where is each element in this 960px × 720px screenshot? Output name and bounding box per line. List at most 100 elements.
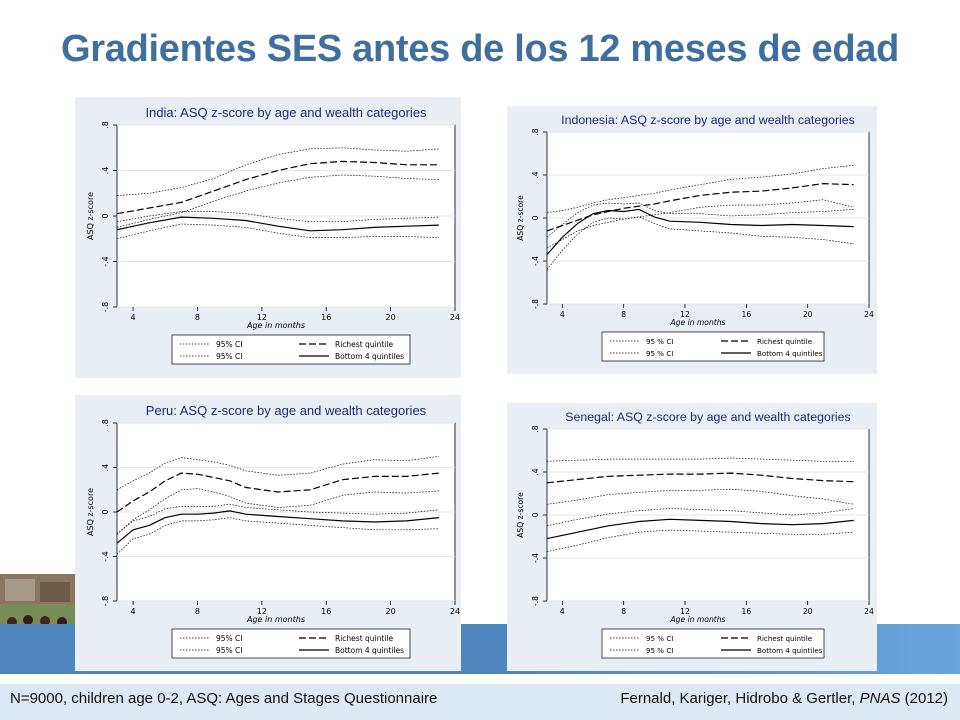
footer-bar: [0, 684, 960, 720]
series-line-95-ci-2: [116, 174, 439, 228]
y-tick-label: 0: [531, 512, 540, 517]
legend-label: 95% CI: [216, 340, 243, 349]
series-line-95-ci-4: [116, 211, 439, 223]
y-tick-label: .8: [101, 121, 110, 129]
series-line-95-ci-1: [116, 147, 439, 196]
legend-label: 95% CI: [216, 646, 243, 655]
x-axis-label: Age in months: [669, 318, 725, 327]
series-line-richest-quintile-0: [116, 160, 439, 215]
x-tick-label: 20: [803, 607, 813, 616]
chart-indonesia: Indonesia: ASQ z-score by age and wealth…: [516, 113, 874, 362]
x-tick-label: 16: [321, 313, 331, 322]
legend-label: Richest quintile: [335, 340, 393, 349]
x-tick-label: 12: [257, 313, 267, 322]
series-line-95-ci-5: [546, 529, 854, 552]
legend-label: Richest quintile: [335, 634, 393, 643]
x-tick-label: 8: [195, 313, 200, 322]
x-tick-label: 20: [386, 313, 396, 322]
chart-title: Senegal: ASQ z-score by age and wealth c…: [565, 410, 850, 424]
chart-panel-senegal: Senegal: ASQ z-score by age and wealth c…: [507, 403, 877, 671]
citation-journal: PNAS: [859, 690, 901, 707]
x-axis-label: Age in months: [246, 321, 305, 330]
x-tick-label: 24: [450, 313, 460, 322]
legend-label: Bottom 4 quintiles: [757, 646, 823, 655]
legend-label: 95% CI: [216, 352, 243, 361]
legend-label: 95% CI: [216, 634, 243, 643]
x-tick-label: 12: [680, 607, 690, 616]
series-line-95-ci-5: [116, 223, 439, 240]
x-tick-label: 12: [257, 607, 267, 616]
series-line-95-ci-4: [546, 508, 854, 527]
series-line-bottom-4-quintiles-3: [546, 518, 854, 540]
legend-box: [171, 628, 411, 659]
series-line-richest-quintile-0: [546, 472, 854, 484]
chart-panel-indonesia: Indonesia: ASQ z-score by age and wealth…: [507, 106, 877, 374]
chart-peru: Peru: ASQ z-score by age and wealth cate…: [86, 403, 460, 659]
x-tick-label: 8: [621, 607, 626, 616]
series-line-95-ci-1: [116, 456, 439, 491]
series-line-95-ci-4: [116, 503, 439, 535]
x-tick-label: 4: [131, 607, 136, 616]
series-line-richest-quintile-0: [546, 182, 854, 232]
series-line-bottom-4-quintiles-3: [116, 510, 439, 544]
x-tick-label: 24: [450, 607, 460, 616]
x-tick-label: 20: [803, 310, 813, 319]
chart-india: India: ASQ z-score by age and wealth cat…: [86, 105, 460, 365]
x-tick-label: 4: [131, 313, 136, 322]
legend-label: Richest quintile: [757, 634, 812, 643]
y-tick-label: .4: [101, 464, 110, 472]
series-line-95-ci-4: [546, 202, 854, 238]
legend-label: Bottom 4 quintiles: [335, 646, 404, 655]
citation-authors: Fernald, Kariger, Hidrobo & Gertler,: [620, 690, 860, 707]
y-tick-label: -.8: [531, 299, 540, 309]
chart-senegal: Senegal: ASQ z-score by age and wealth c…: [516, 410, 874, 659]
series-line-95-ci-2: [116, 488, 439, 535]
x-tick-label: 24: [864, 310, 874, 319]
y-axis-label: ASQ z-score: [516, 492, 525, 538]
x-axis-label: Age in months: [669, 615, 725, 624]
series-line-bottom-4-quintiles-3: [546, 208, 854, 255]
legend-label: 95 % CI: [646, 349, 673, 358]
x-axis-label: Age in months: [246, 615, 305, 624]
legend-box: [171, 334, 411, 365]
legend-label: 95 % CI: [646, 646, 673, 655]
y-axis-label: ASQ z-score: [86, 192, 95, 240]
legend-label: 95 % CI: [646, 337, 673, 346]
y-axis-label: ASQ z-score: [516, 195, 525, 241]
y-tick-label: 0: [531, 215, 540, 220]
chart-panel-india: India: ASQ z-score by age and wealth cat…: [75, 97, 461, 378]
y-tick-label: -.4: [531, 256, 540, 266]
x-tick-label: 16: [741, 310, 751, 319]
x-tick-label: 8: [621, 310, 626, 319]
series-line-95-ci-1: [546, 457, 854, 462]
x-tick-label: 16: [741, 607, 751, 616]
y-tick-label: 0: [101, 509, 110, 514]
x-tick-label: 24: [864, 607, 874, 616]
series-line-95-ci-5: [116, 517, 439, 555]
y-tick-label: -.8: [101, 302, 110, 313]
slide-title: Gradientes SES antes de los 12 meses de …: [61, 28, 899, 70]
x-tick-label: 8: [195, 607, 200, 616]
footer-sample-note: N=9000, children age 0-2, ASQ: Ages and …: [10, 690, 438, 707]
x-tick-label: 16: [321, 607, 331, 616]
x-tick-label: 4: [560, 607, 565, 616]
y-tick-label: -.4: [101, 256, 110, 267]
y-tick-label: .4: [531, 468, 540, 475]
legend-label: Richest quintile: [757, 337, 812, 346]
y-tick-label: .8: [531, 128, 540, 135]
series-line-bottom-4-quintiles-3: [116, 216, 439, 232]
citation-year: (2012): [900, 690, 948, 707]
legend-box: [601, 331, 825, 362]
y-tick-label: 0: [101, 213, 110, 218]
y-tick-label: .8: [531, 425, 540, 432]
y-tick-label: .4: [531, 171, 540, 178]
legend-label: 95 % CI: [646, 634, 673, 643]
chart-panel-peru: Peru: ASQ z-score by age and wealth cate…: [75, 395, 461, 671]
legend-label: Bottom 4 quintiles: [335, 352, 404, 361]
series-line-richest-quintile-0: [116, 472, 439, 513]
series-line-95-ci-2: [546, 488, 854, 505]
x-tick-label: 4: [560, 310, 565, 319]
series-line-95-ci-1: [546, 164, 854, 213]
y-tick-label: -.8: [101, 596, 110, 607]
y-axis-label: ASQ z-score: [86, 488, 95, 536]
